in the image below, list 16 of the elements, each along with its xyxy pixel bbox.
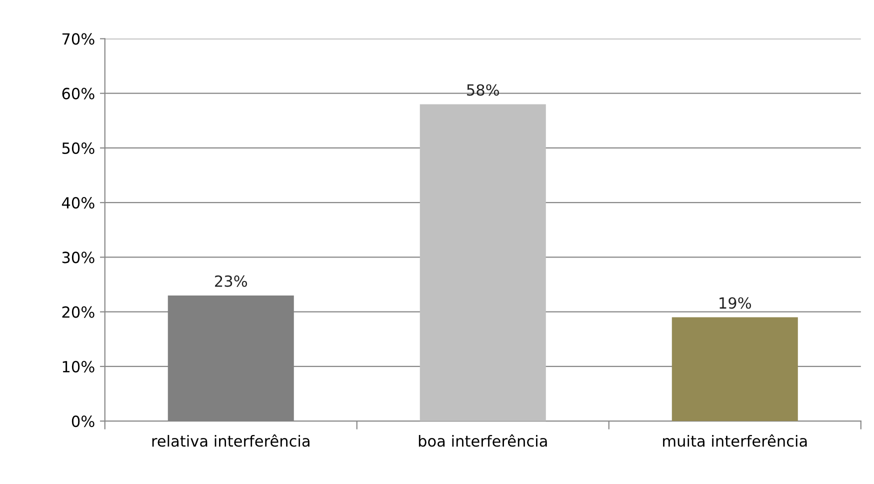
data-label: 58% [467, 84, 500, 96]
y-tick-label: 70% [62, 33, 94, 45]
data-label: 19% [720, 297, 752, 309]
y-tick-label: 0% [72, 416, 94, 428]
y-tick-label: 60% [62, 88, 94, 100]
x-tick-label: boa interferência [418, 434, 547, 447]
y-tick-label: 40% [62, 197, 94, 209]
y-tick-label: 20% [62, 306, 94, 318]
y-tick-label: 30% [62, 252, 94, 264]
bar [672, 317, 798, 422]
x-tick-label: relativa interferência [152, 434, 310, 447]
x-tick-label: muita interferência [663, 434, 807, 447]
data-label: 23% [215, 275, 248, 287]
bar [420, 104, 546, 422]
y-tick-label: 10% [62, 360, 94, 372]
y-tick-label: 50% [62, 142, 94, 154]
